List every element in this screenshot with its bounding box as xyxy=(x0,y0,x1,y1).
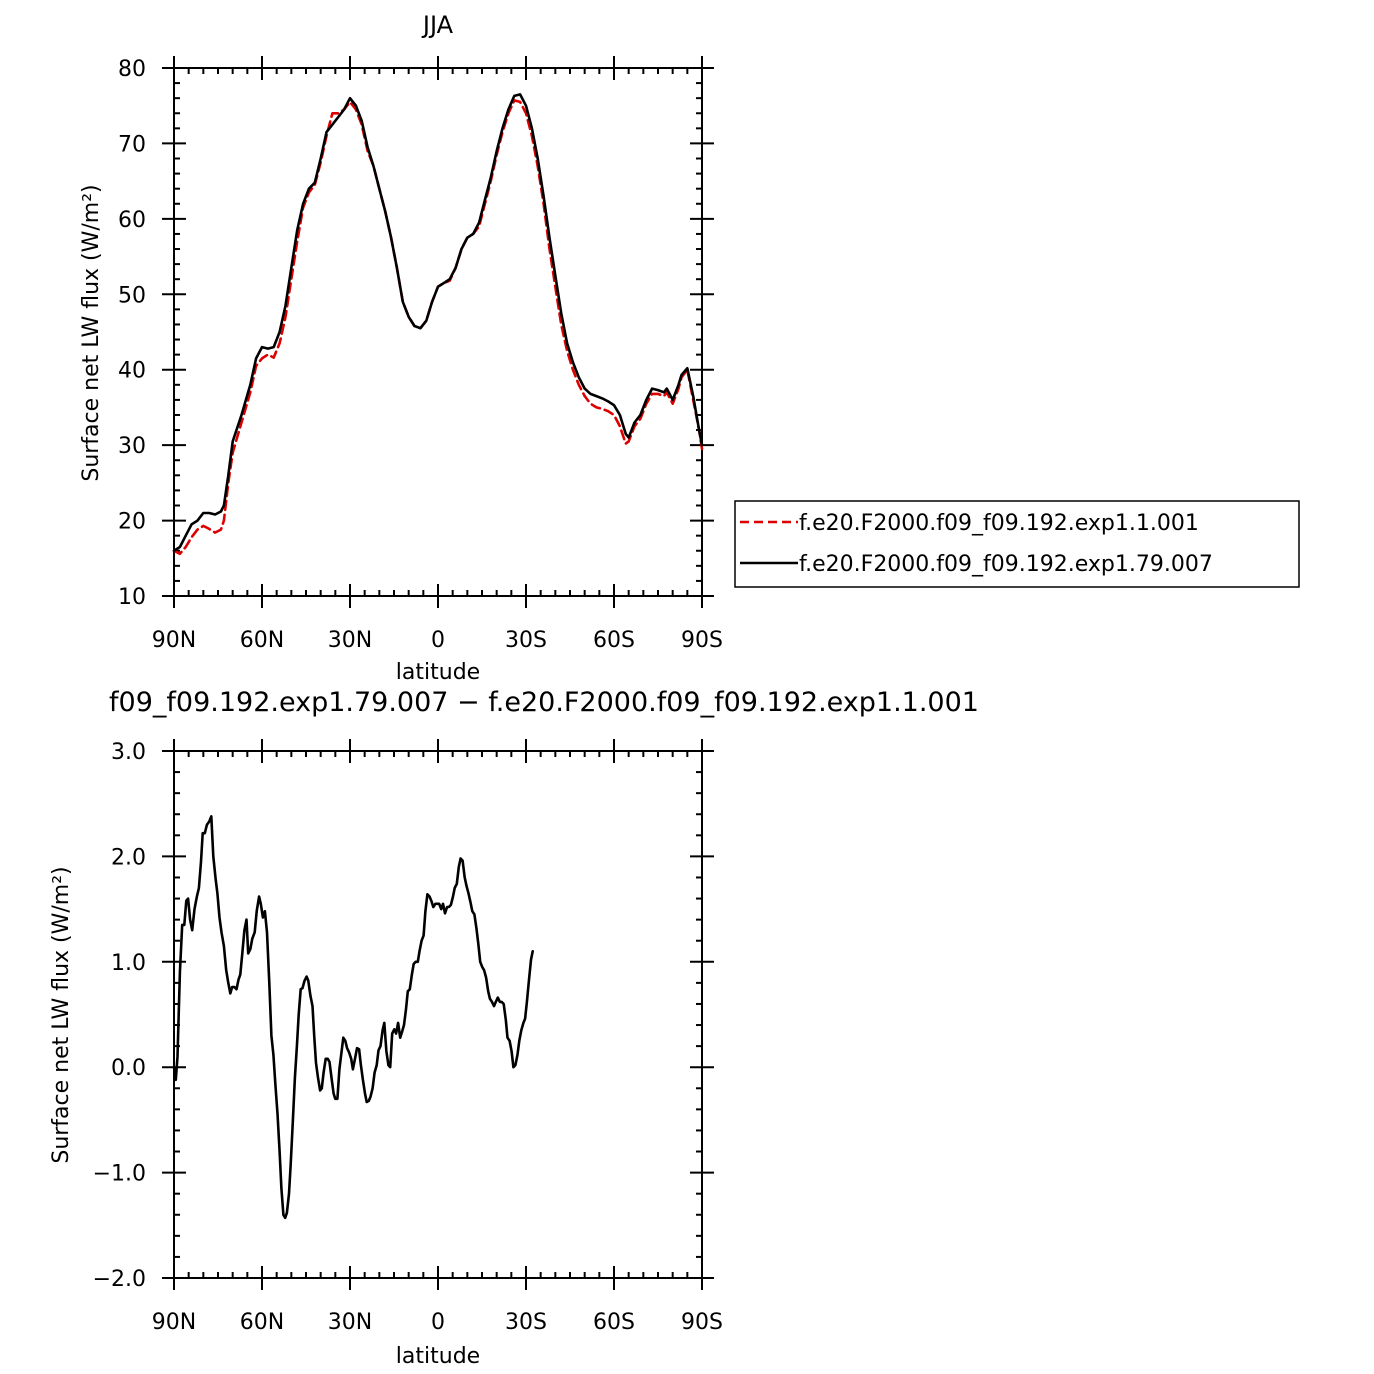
bottom-y-tick-label: −1.0 xyxy=(93,1162,146,1187)
bottom-x-tick-label: 0 xyxy=(431,1310,445,1335)
top-y-tick-label: 50 xyxy=(118,283,146,308)
top-series-group xyxy=(172,93,704,556)
top-y-tick-label: 30 xyxy=(118,434,146,459)
bottom-plot-frame xyxy=(173,750,703,1279)
top-x-tick-label: 60N xyxy=(240,628,284,653)
bottom-x-tick-label: 90S xyxy=(681,1310,723,1335)
bottom-panel: f09_f09.192.exp1.79.007 − f.e20.F2000.f0… xyxy=(49,687,979,1369)
bottom-x-tick-label: 30S xyxy=(505,1310,547,1335)
legend-box xyxy=(734,500,1300,588)
top-series-line-1 xyxy=(172,99,704,556)
top-x-tick-label: 90S xyxy=(681,628,723,653)
top-xlabel: latitude xyxy=(396,660,480,685)
top-title: JJA xyxy=(421,11,454,39)
top-x-tick-label: 60S xyxy=(593,628,635,653)
legend-label-series-2: f.e20.F2000.f09_f09.192.exp1.79.007 xyxy=(799,552,1213,577)
top-y-tick-label: 80 xyxy=(118,57,146,82)
top-x-tick-label: 30N xyxy=(328,628,372,653)
top-y-tick-label: 60 xyxy=(118,208,146,233)
legend-label-series-1: f.e20.F2000.f09_f09.192.exp1.1.001 xyxy=(799,511,1199,536)
bottom-x-tick-label: 30N xyxy=(328,1310,372,1335)
bottom-xlabel: latitude xyxy=(396,1344,480,1369)
bottom-x-tick-label: 60N xyxy=(240,1310,284,1335)
top-x-tick-label: 30S xyxy=(505,628,547,653)
bottom-series-group xyxy=(172,814,535,1220)
legend: f.e20.F2000.f09_f09.192.exp1.1.001 f.e20… xyxy=(734,500,1300,588)
top-series-line-2 xyxy=(172,93,704,553)
top-x-tick-label: 90N xyxy=(152,628,196,653)
bottom-y-tick-label: 1.0 xyxy=(111,951,146,976)
bottom-axis-ticks xyxy=(162,739,714,1290)
bottom-y-tick-labels: −2.0 −1.0 0.0 1.0 2.0 3.0 xyxy=(93,740,146,1292)
top-y-tick-label: 10 xyxy=(118,585,146,610)
bottom-y-tick-label: 0.0 xyxy=(111,1056,146,1081)
bottom-title: f09_f09.192.exp1.79.007 − f.e20.F2000.f0… xyxy=(109,687,979,718)
bottom-series-line-1 xyxy=(172,814,535,1220)
top-ylabel: Surface net LW flux (W/m²) xyxy=(79,184,104,481)
bottom-y-tick-label: −2.0 xyxy=(93,1267,146,1292)
top-y-tick-label: 70 xyxy=(118,132,146,157)
bottom-x-tick-labels: 90N 60N 30N 0 30S 60S 90S xyxy=(152,1310,723,1335)
top-y-tick-labels: 10 20 30 40 50 60 70 80 xyxy=(118,57,146,610)
bottom-ylabel: Surface net LW flux (W/m²) xyxy=(49,866,74,1163)
bottom-y-tick-label: 3.0 xyxy=(111,740,146,765)
bottom-x-tick-label: 90N xyxy=(152,1310,196,1335)
bottom-y-tick-label: 2.0 xyxy=(111,845,146,870)
top-plot-frame xyxy=(173,67,703,597)
top-x-tick-labels: 90N 60N 30N 0 30S 60S 90S xyxy=(152,628,723,653)
bottom-x-tick-label: 60S xyxy=(593,1310,635,1335)
top-axis-ticks xyxy=(162,56,714,608)
top-panel: JJA Surface net LW flux (W/m²) 10 20 30 40 5… xyxy=(79,11,723,685)
top-y-tick-label: 40 xyxy=(118,359,146,384)
top-y-tick-label: 20 xyxy=(118,510,146,535)
top-x-tick-label: 0 xyxy=(431,628,445,653)
